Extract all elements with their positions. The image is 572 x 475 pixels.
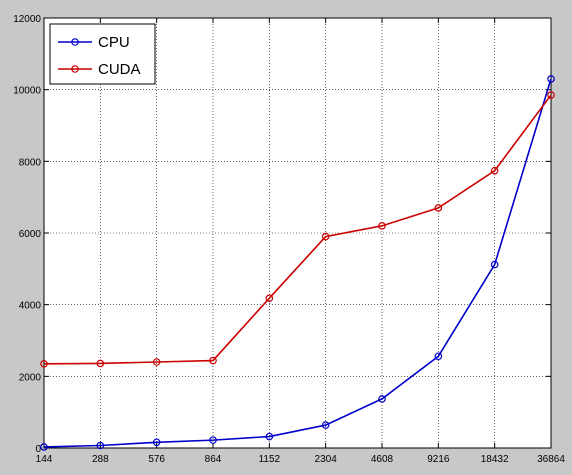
data-point-cpu xyxy=(209,436,217,444)
x-axis: 144 288 576 864 1152 2304 4608 9216 18432 36864 xyxy=(36,454,566,465)
series-layer xyxy=(40,75,555,451)
data-point-cuda xyxy=(96,359,105,368)
data-point-cuda xyxy=(547,91,555,99)
x-tick-label: 9216 xyxy=(427,454,450,465)
data-point-cpu xyxy=(378,395,386,403)
data-point-cpu xyxy=(96,441,105,450)
data-point-cuda xyxy=(265,294,274,303)
data-point-cpu xyxy=(434,352,443,361)
x-tick-label: 576 xyxy=(148,454,165,465)
y-tick-label: 10000 xyxy=(13,86,41,97)
data-point-cuda xyxy=(152,358,161,366)
y-tick-label: 0 xyxy=(35,444,41,455)
data-point-cpu xyxy=(40,443,48,451)
x-tick-label: 2304 xyxy=(315,454,338,465)
y-tick-label: 12000 xyxy=(13,14,41,25)
x-tick-label: 1152 xyxy=(259,454,281,465)
legend-cuda-marker xyxy=(71,65,79,73)
legend: CPU CUDA xyxy=(49,23,156,85)
y-tick-label: 6000 xyxy=(19,229,42,240)
y-tick-label: 8000 xyxy=(19,157,42,168)
data-point-cuda xyxy=(321,232,330,241)
data-point-cuda xyxy=(378,222,386,230)
x-tick-label: 36864 xyxy=(537,454,565,465)
grid-lines xyxy=(44,18,551,448)
data-point-cpu xyxy=(265,432,274,441)
legend-cuda-label: CUDA xyxy=(98,61,141,78)
data-point-cpu xyxy=(321,421,330,429)
y-axis: 0 2000 4000 6000 8000 10000 12000 xyxy=(13,14,41,455)
series-line-cuda xyxy=(43,94,552,365)
data-point-cpu xyxy=(547,75,555,83)
x-tick-label: 144 xyxy=(36,454,53,465)
x-tick-label: 288 xyxy=(92,454,109,465)
data-point-cuda xyxy=(40,359,48,368)
y-tick-label: 2000 xyxy=(19,372,42,383)
data-point-cuda xyxy=(209,356,217,365)
x-tick-label: 18432 xyxy=(481,454,509,465)
series-line-cpu xyxy=(43,78,552,448)
x-tick-label: 4608 xyxy=(371,454,394,465)
data-point-cuda xyxy=(490,166,499,175)
data-point-cpu xyxy=(490,260,499,269)
y-tick-label: 4000 xyxy=(19,301,42,312)
legend-cpu-label: CPU xyxy=(98,34,130,51)
legend-box xyxy=(49,23,156,85)
data-point-cpu xyxy=(152,438,161,447)
data-point-cuda xyxy=(434,204,443,212)
legend-cpu-marker xyxy=(71,38,79,46)
x-tick-label: 864 xyxy=(205,454,222,465)
